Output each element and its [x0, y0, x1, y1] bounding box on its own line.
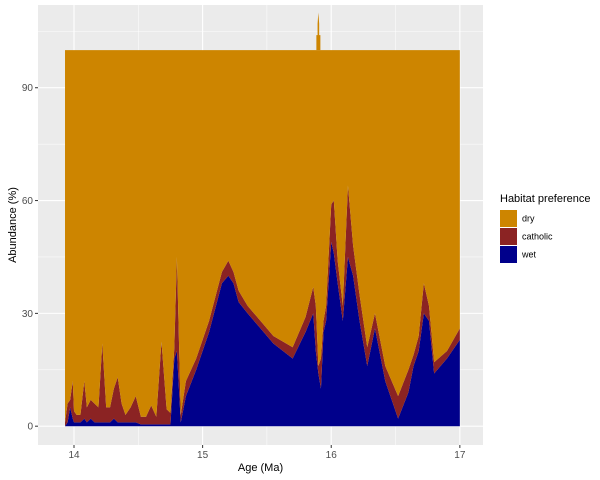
x-axis-title: Age (Ma): [238, 462, 283, 474]
y-tick-label: 30: [22, 309, 34, 320]
legend-title: Habitat preference: [500, 193, 591, 205]
y-axis-title: Abundance (%): [7, 187, 19, 263]
legend: Habitat preference dry catholic wet: [500, 193, 591, 263]
legend-key-catholic: [500, 228, 517, 245]
x-axis: 14 15 16 17: [68, 445, 466, 461]
legend-label-dry: dry: [522, 214, 535, 224]
x-tick-label: 14: [68, 450, 80, 461]
y-tick-label: 0: [27, 422, 33, 433]
y-tick-label: 90: [22, 83, 34, 94]
y-tick-label: 60: [22, 196, 34, 207]
area-wet: [65, 241, 460, 427]
area-catholic: [65, 185, 460, 427]
legend-label-wet: wet: [521, 250, 537, 260]
x-tick-label: 17: [454, 450, 466, 461]
y-axis: 0 30 60 90: [22, 83, 38, 433]
area-dry: [65, 50, 460, 423]
x-tick-label: 16: [326, 450, 338, 461]
area-spike: [316, 12, 321, 51]
legend-key-dry: [500, 210, 517, 227]
legend-label-catholic: catholic: [522, 232, 553, 242]
legend-key-wet: [500, 246, 517, 263]
stacked-areas: [65, 12, 460, 427]
x-tick-label: 15: [197, 450, 209, 461]
